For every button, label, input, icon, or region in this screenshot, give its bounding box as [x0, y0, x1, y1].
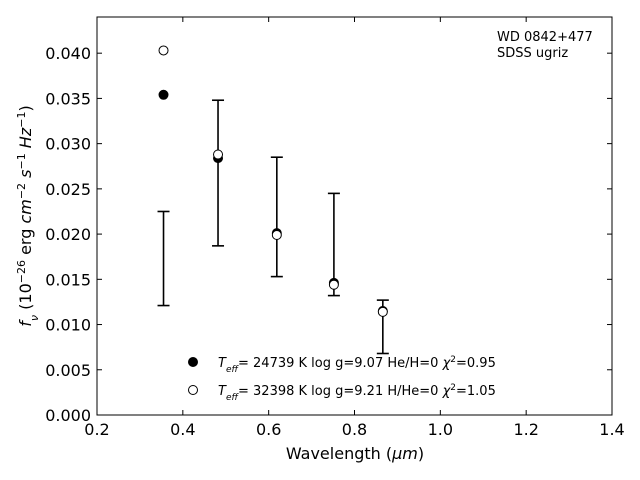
y-axis-label: fν (10−26 erg cm−2 s−1 Hz−1)	[15, 105, 41, 326]
x-tick-label: 1.2	[513, 420, 538, 439]
data-point-open	[158, 45, 169, 56]
y-tick-label: 0.040	[45, 44, 91, 63]
observed-error-bars	[157, 99, 389, 355]
data-point-open	[377, 306, 388, 317]
x-axis-label: Wavelength (μm)	[286, 444, 424, 463]
legend-label-filled: Teff= 24739 K log g=9.07 He/H=0 χ2=0.95	[218, 355, 496, 375]
legend: Teff= 24739 K log g=9.07 He/H=0 χ2=0.95 …	[188, 355, 496, 403]
y-tick-label: 0.020	[45, 225, 91, 244]
data-point-open	[271, 229, 282, 240]
y-tick-label: 0.015	[45, 270, 91, 289]
legend-label-open: Teff= 32398 K log g=9.21 H/He=0 χ2=1.05	[218, 383, 496, 403]
y-tick-label: 0.030	[45, 135, 91, 154]
annotation-line-1: WD 0842+477	[497, 30, 593, 45]
legend-marker-filled	[188, 357, 198, 367]
x-tick-label: 0.8	[342, 420, 367, 439]
x-tick-label: 0.4	[170, 420, 195, 439]
y-tick-label: 0.000	[45, 406, 91, 425]
y-tick-label: 0.005	[45, 361, 91, 380]
data-point-open	[328, 279, 339, 290]
x-tick-label: 0.6	[256, 420, 281, 439]
x-tick-label: 1.0	[428, 420, 453, 439]
plot-frame	[96, 16, 613, 416]
legend-marker-open	[188, 385, 198, 395]
y-tick-label: 0.025	[45, 180, 91, 199]
x-tick-label: 0.2	[84, 420, 109, 439]
y-tick-label: 0.035	[45, 89, 91, 108]
model-points	[158, 45, 388, 317]
tick-labels: 0.2 0.4 0.6 0.8 1.0 1.2 1.4 0.000 0.005 0.010 0.01…	[45, 44, 625, 439]
x-tick-label: 1.4	[599, 420, 624, 439]
data-point-filled	[158, 89, 169, 100]
annotation-line-2: SDSS ugriz	[497, 46, 568, 61]
y-tick-label: 0.010	[45, 316, 91, 335]
data-point-open	[213, 149, 224, 160]
